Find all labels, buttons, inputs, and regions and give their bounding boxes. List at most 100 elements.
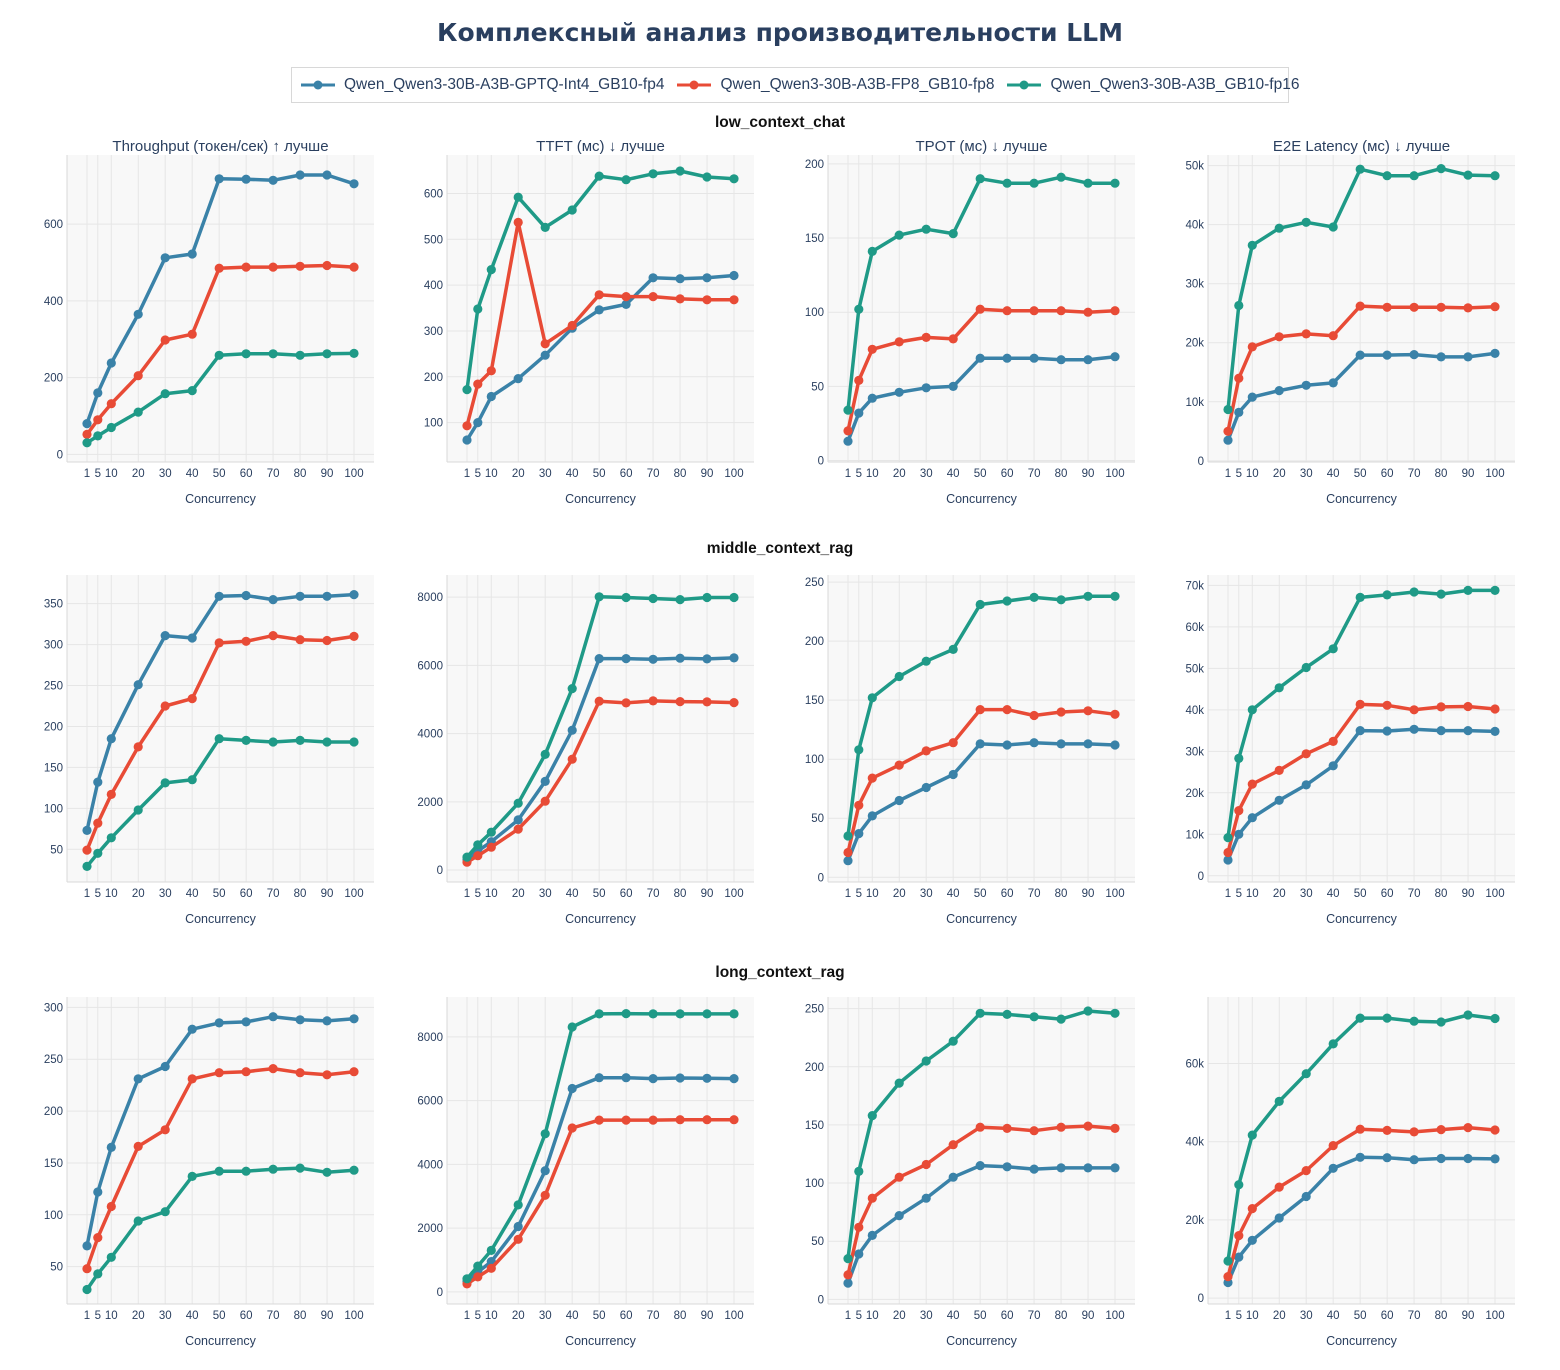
data-point-r2c2-s0-x10[interactable]: [867, 1230, 877, 1240]
data-point-r2c2-s2-x90[interactable]: [1083, 1006, 1093, 1016]
data-point-r1c1-s1-x60[interactable]: [621, 698, 631, 708]
data-point-r2c0-s2-x60[interactable]: [241, 1166, 251, 1176]
data-point-r2c0-s2-x70[interactable]: [268, 1164, 278, 1174]
data-point-r1c0-s2-x1[interactable]: [82, 861, 92, 872]
data-point-r1c3-s0-x20[interactable]: [1274, 795, 1284, 805]
data-point-r0c1-s1-x100[interactable]: [729, 295, 739, 305]
data-point-r0c0-s2-x20[interactable]: [133, 407, 143, 417]
data-point-r2c3-s1-x10[interactable]: [1247, 1204, 1257, 1214]
data-point-r0c1-s0-x10[interactable]: [486, 391, 496, 402]
data-point-r0c0-s0-x80[interactable]: [295, 170, 305, 180]
data-point-r2c0-s1-x70[interactable]: [268, 1064, 278, 1074]
data-point-r2c0-s0-x50[interactable]: [214, 1018, 224, 1028]
data-point-r2c1-s2-x20[interactable]: [513, 1200, 523, 1210]
data-point-r1c3-s0-x40[interactable]: [1328, 761, 1338, 771]
data-point-r1c2-s1-x1[interactable]: [843, 847, 853, 858]
data-point-r1c0-s0-x40[interactable]: [187, 633, 197, 643]
data-point-r0c2-s1-x10[interactable]: [867, 344, 877, 354]
data-point-r0c1-s2-x5[interactable]: [473, 304, 483, 314]
data-point-r2c2-s1-x100[interactable]: [1110, 1123, 1120, 1133]
data-point-r1c1-s1-x70[interactable]: [648, 696, 658, 706]
data-point-r2c0-s0-x20[interactable]: [133, 1074, 143, 1084]
data-point-r0c3-s2-x5[interactable]: [1234, 300, 1244, 311]
data-point-r0c2-s2-x30[interactable]: [921, 224, 931, 234]
data-point-r0c2-s0-x5[interactable]: [854, 408, 864, 418]
data-point-r2c3-s2-x60[interactable]: [1382, 1013, 1392, 1023]
data-point-r1c3-s0-x60[interactable]: [1382, 726, 1392, 736]
data-point-r0c1-s2-x70[interactable]: [648, 169, 658, 179]
data-point-r1c3-s1-x1[interactable]: [1223, 847, 1233, 858]
data-point-r0c0-s0-x30[interactable]: [160, 253, 170, 263]
data-point-r2c3-s1-x70[interactable]: [1409, 1127, 1419, 1137]
data-point-r2c1-s2-x70[interactable]: [648, 1009, 658, 1019]
data-point-r0c1-s0-x1[interactable]: [462, 435, 472, 445]
data-point-r1c1-s0-x40[interactable]: [567, 725, 577, 735]
data-point-r0c1-s2-x80[interactable]: [675, 166, 685, 176]
data-point-r1c2-s0-x10[interactable]: [867, 811, 877, 821]
data-point-r0c1-s0-x90[interactable]: [702, 273, 712, 283]
data-point-r1c3-s0-x100[interactable]: [1490, 726, 1500, 737]
data-point-r0c2-s0-x30[interactable]: [921, 383, 931, 393]
data-point-r1c0-s0-x70[interactable]: [268, 595, 278, 605]
data-point-r0c0-s1-x80[interactable]: [295, 261, 305, 271]
data-point-r0c3-s0-x60[interactable]: [1382, 350, 1392, 360]
data-point-r0c1-s2-x100[interactable]: [729, 174, 739, 184]
data-point-r2c1-s0-x20[interactable]: [513, 1221, 523, 1232]
data-point-r1c2-s2-x20[interactable]: [894, 671, 904, 682]
data-point-r2c0-s0-x30[interactable]: [160, 1061, 170, 1072]
data-point-r2c3-s2-x10[interactable]: [1247, 1130, 1257, 1140]
data-point-r1c1-s0-x50[interactable]: [594, 654, 604, 664]
series-line-r2c3-s2[interactable]: [1226, 1013, 1497, 1263]
data-point-r2c1-s0-x70[interactable]: [648, 1074, 658, 1084]
data-point-r1c3-s1-x60[interactable]: [1382, 700, 1392, 710]
data-point-r1c3-s1-x50[interactable]: [1355, 699, 1365, 710]
data-point-r0c0-s1-x70[interactable]: [268, 262, 278, 272]
data-point-r1c2-s2-x5[interactable]: [854, 745, 864, 755]
data-point-r2c0-s0-x100[interactable]: [349, 1014, 359, 1024]
data-point-r1c0-s2-x60[interactable]: [241, 735, 251, 746]
data-point-r2c3-s1-x80[interactable]: [1436, 1125, 1446, 1135]
data-point-r1c1-s2-x70[interactable]: [648, 593, 658, 604]
data-point-r0c2-s2-x80[interactable]: [1056, 172, 1066, 182]
data-point-r1c3-s1-x20[interactable]: [1274, 765, 1284, 776]
data-point-r0c1-s1-x50[interactable]: [594, 290, 604, 300]
data-point-r2c3-s2-x1[interactable]: [1223, 1256, 1233, 1266]
data-point-r2c0-s1-x80[interactable]: [295, 1068, 305, 1078]
data-point-r2c2-s1-x70[interactable]: [1029, 1126, 1039, 1136]
data-point-r1c2-s1-x10[interactable]: [867, 773, 877, 783]
data-point-r2c3-s0-x60[interactable]: [1382, 1153, 1392, 1163]
data-point-r2c2-s1-x50[interactable]: [975, 1122, 985, 1132]
data-point-r1c0-s0-x30[interactable]: [160, 631, 170, 641]
data-point-r1c0-s1-x50[interactable]: [214, 638, 224, 648]
data-point-r0c3-s0-x50[interactable]: [1355, 350, 1365, 360]
data-point-r0c2-s1-x70[interactable]: [1029, 306, 1039, 316]
data-point-r0c0-s2-x40[interactable]: [187, 386, 197, 396]
data-point-r2c0-s0-x40[interactable]: [187, 1024, 197, 1034]
data-point-r1c0-s1-x20[interactable]: [133, 742, 143, 752]
data-point-r2c3-s1-x1[interactable]: [1223, 1272, 1233, 1282]
data-point-r0c1-s0-x80[interactable]: [675, 274, 685, 284]
data-point-r2c0-s1-x90[interactable]: [322, 1070, 332, 1080]
data-point-r0c0-s1-x60[interactable]: [241, 262, 251, 272]
data-point-r2c3-s0-x10[interactable]: [1247, 1235, 1257, 1245]
data-point-r2c2-s2-x5[interactable]: [854, 1166, 864, 1176]
data-point-r2c2-s2-x50[interactable]: [975, 1008, 985, 1018]
data-point-r0c1-s2-x10[interactable]: [486, 265, 496, 275]
data-point-r0c2-s1-x1[interactable]: [843, 426, 853, 436]
data-point-r2c1-s2-x90[interactable]: [702, 1009, 712, 1019]
data-point-r0c3-s0-x100[interactable]: [1490, 348, 1500, 358]
data-point-r1c1-s0-x100[interactable]: [729, 653, 739, 663]
data-point-r2c0-s1-x10[interactable]: [106, 1201, 116, 1212]
data-point-r2c0-s1-x100[interactable]: [349, 1067, 359, 1077]
data-point-r2c2-s0-x90[interactable]: [1083, 1163, 1093, 1173]
data-point-r0c2-s0-x100[interactable]: [1110, 352, 1120, 362]
data-point-r2c0-s0-x90[interactable]: [322, 1016, 332, 1026]
data-point-r1c1-s2-x90[interactable]: [702, 592, 712, 603]
data-point-r1c2-s0-x100[interactable]: [1110, 740, 1120, 750]
data-point-r1c3-s1-x30[interactable]: [1301, 749, 1311, 759]
data-point-r2c3-s0-x40[interactable]: [1328, 1163, 1338, 1173]
data-point-r2c1-s0-x90[interactable]: [702, 1073, 712, 1083]
data-point-r0c0-s1-x100[interactable]: [349, 262, 359, 272]
data-point-r1c0-s1-x30[interactable]: [160, 701, 170, 711]
data-point-r1c2-s1-x100[interactable]: [1110, 709, 1120, 719]
